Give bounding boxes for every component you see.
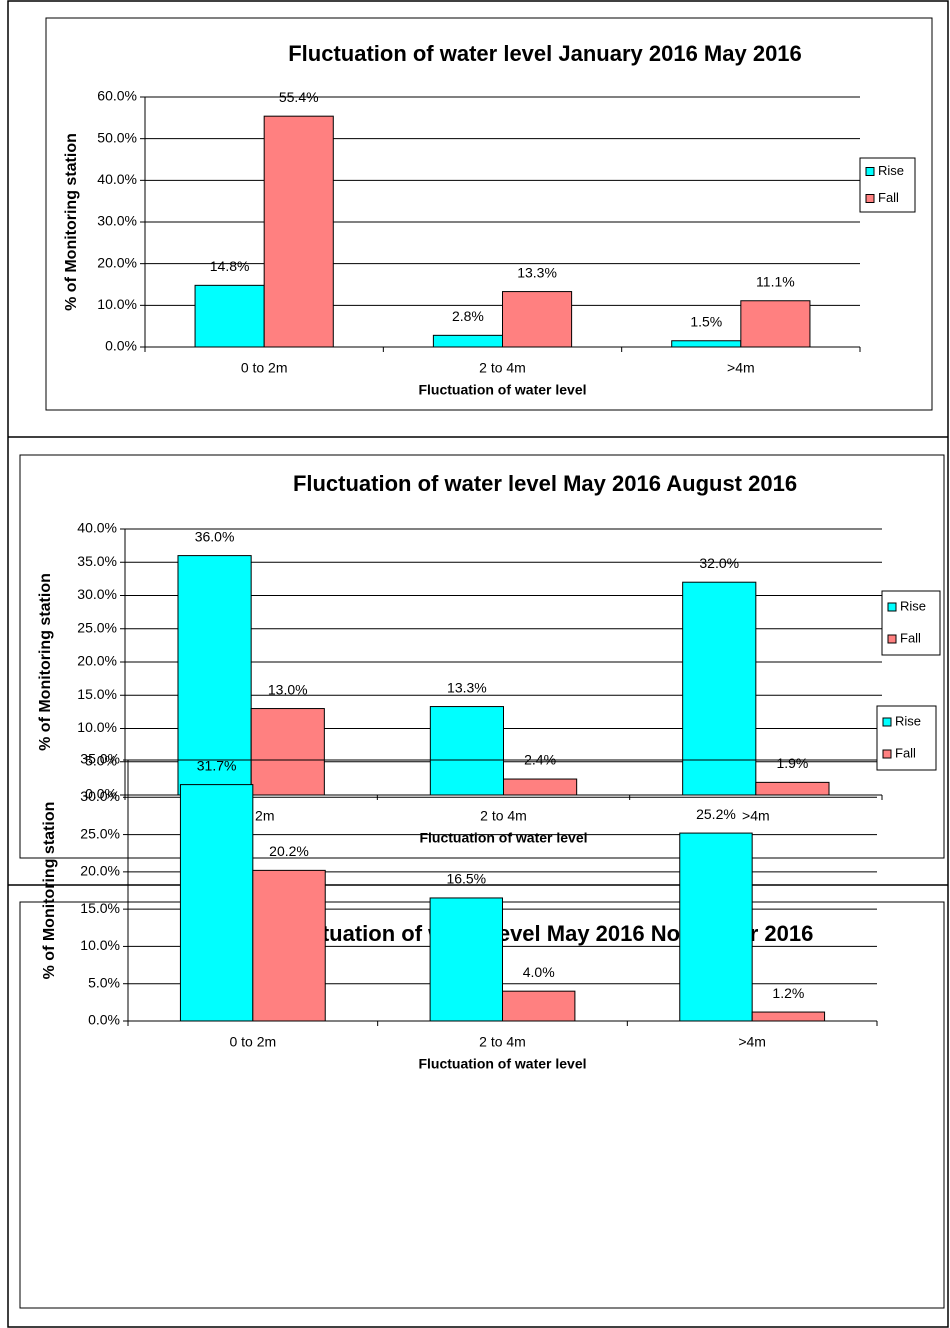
- data-label: 2.8%: [452, 308, 484, 324]
- legend-label: Fall: [895, 745, 916, 760]
- bar: [429, 897, 504, 1022]
- legend-swatch: [882, 749, 892, 759]
- data-label: 13.3%: [447, 679, 487, 695]
- y-tick-label: 5.0%: [88, 974, 120, 990]
- y-tick-label: 0.0%: [105, 338, 137, 354]
- data-label: 1.9%: [776, 755, 808, 771]
- legend-label: Rise: [900, 598, 926, 613]
- x-axis-title: Fluctuation of water level: [418, 382, 586, 398]
- bar: [263, 115, 334, 348]
- x-tick-label: >4m: [738, 1034, 766, 1050]
- y-axis-title: % of Monitoring station: [63, 133, 80, 311]
- y-tick-label: 10.0%: [77, 719, 117, 735]
- y-tick-label: 35.0%: [77, 553, 117, 569]
- legend-swatch: [887, 602, 897, 612]
- bar: [502, 990, 576, 1022]
- data-label: 13.3%: [517, 264, 557, 280]
- bar: [194, 284, 265, 348]
- bar: [177, 555, 252, 796]
- y-tick-label: 40.0%: [77, 520, 117, 536]
- y-tick-label: 20.0%: [80, 863, 120, 879]
- chart-frame: [45, 17, 933, 411]
- data-label: 13.0%: [268, 681, 308, 697]
- x-tick-label: 0 to 2m: [229, 1034, 276, 1050]
- x-tick-label: 2 to 4m: [480, 808, 527, 824]
- legend-swatch: [887, 634, 897, 644]
- x-axis-title: Fluctuation of water level: [418, 1056, 586, 1072]
- data-label: 31.7%: [197, 757, 237, 773]
- bar: [682, 581, 757, 796]
- legend-label: Fall: [878, 190, 899, 205]
- legend-box: [881, 590, 941, 656]
- x-axis-title: Fluctuation of water level: [419, 830, 587, 846]
- legend-label: Fall: [900, 630, 921, 645]
- y-axis-title: % of Monitoring station: [37, 573, 54, 751]
- data-label: 11.1%: [756, 273, 795, 289]
- bar: [252, 869, 326, 1022]
- data-label: 55.4%: [279, 89, 319, 105]
- outer-frame: [7, 0, 949, 1328]
- x-tick-label: 2 to 4m: [479, 1034, 526, 1050]
- bar: [250, 708, 325, 796]
- legend-swatch: [865, 194, 875, 203]
- y-tick-label: 40.0%: [97, 171, 137, 187]
- y-tick-label: 30.0%: [80, 788, 120, 804]
- bar: [671, 340, 742, 348]
- bar: [432, 334, 503, 348]
- legend-label: Rise: [878, 163, 904, 178]
- data-label: 32.0%: [699, 555, 739, 571]
- data-label: 36.0%: [195, 528, 235, 544]
- y-tick-label: 30.0%: [77, 586, 117, 602]
- legend-swatch: [882, 717, 892, 727]
- data-label: 16.5%: [446, 871, 486, 887]
- y-tick-label: 20.0%: [77, 653, 117, 669]
- bar: [503, 778, 578, 796]
- x-tick-label: >4m: [742, 808, 770, 824]
- y-tick-label: 25.0%: [77, 619, 117, 635]
- y-tick-label: 10.0%: [97, 296, 137, 312]
- y-tick-label: 0.0%: [88, 1012, 120, 1028]
- bar: [755, 781, 830, 796]
- bar: [751, 1011, 826, 1022]
- bar: [502, 291, 573, 348]
- chart-title: Fluctuation of water level January 2016 …: [288, 41, 802, 66]
- y-tick-label: 60.0%: [97, 88, 137, 104]
- x-tick-label: 2 to 4m: [479, 360, 526, 376]
- data-label: 20.2%: [269, 843, 309, 859]
- y-axis-title: % of Monitoring station: [41, 802, 58, 980]
- data-label: 25.2%: [696, 806, 736, 822]
- bar: [740, 300, 811, 348]
- chart-title: Fluctuation of water level May 2016 Augu…: [293, 471, 797, 496]
- legend-swatch: [865, 167, 875, 176]
- x-tick-label: 0 to 2m: [241, 360, 288, 376]
- legend-box: [876, 705, 937, 771]
- bar: [179, 784, 254, 1022]
- y-tick-label: 35.0%: [80, 751, 120, 767]
- y-tick-label: 5.0%: [85, 752, 117, 768]
- bar: [429, 706, 504, 796]
- data-label: 1.5%: [690, 313, 722, 329]
- y-tick-label: 0.0%: [85, 786, 117, 802]
- y-tick-label: 50.0%: [97, 129, 137, 145]
- data-label: 1.2%: [772, 985, 804, 1001]
- y-tick-label: 20.0%: [97, 254, 137, 270]
- bar: [679, 832, 753, 1022]
- x-tick-label: >4m: [727, 360, 755, 376]
- legend-label: Rise: [895, 713, 921, 728]
- y-tick-label: 10.0%: [80, 937, 120, 953]
- y-tick-label: 25.0%: [80, 825, 120, 841]
- data-label: 4.0%: [523, 964, 555, 980]
- y-tick-label: 15.0%: [77, 686, 117, 702]
- y-tick-label: 15.0%: [80, 900, 120, 916]
- data-label: 14.8%: [210, 258, 250, 274]
- y-tick-label: 30.0%: [97, 213, 137, 229]
